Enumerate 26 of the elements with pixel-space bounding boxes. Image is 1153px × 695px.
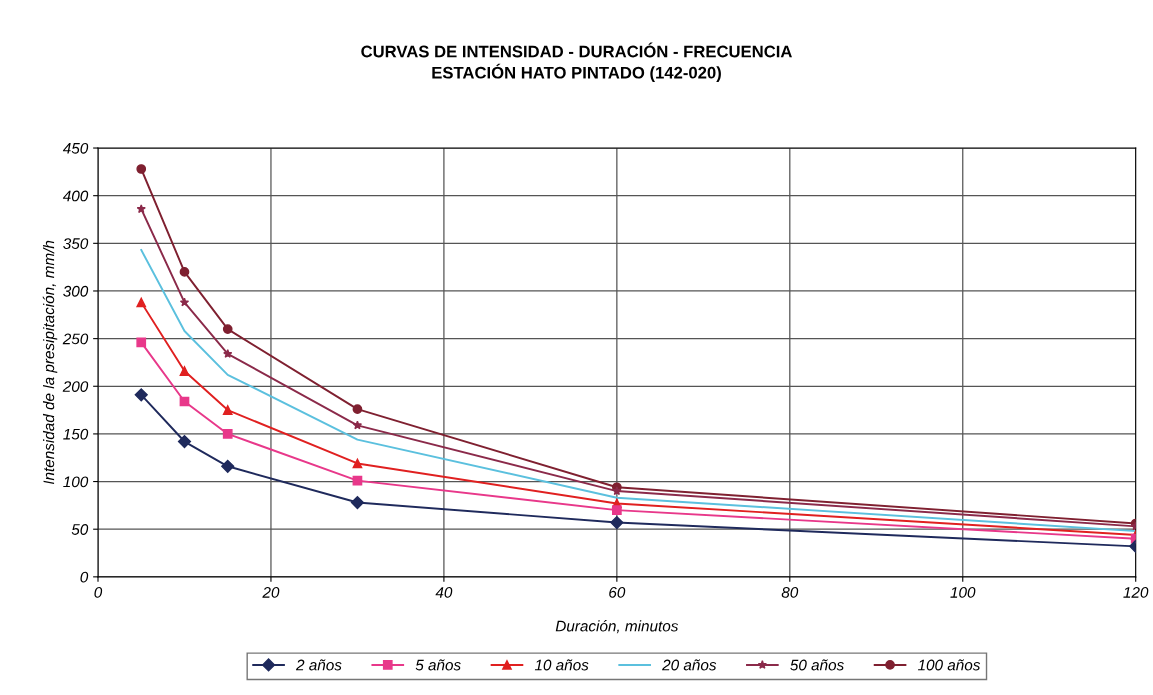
y-tick-label: 50 (71, 524, 89, 535)
x-tick-label: 0 (94, 586, 103, 598)
legend-label: 100 años (917, 659, 981, 671)
legend-label: 2 años (295, 659, 342, 671)
y-tick-label: 100 (63, 476, 89, 488)
legend-label: 5 años (415, 659, 461, 671)
y-tick-label: 150 (63, 428, 89, 440)
y-tick-label: 350 (63, 238, 89, 250)
y-tick-label: 200 (62, 381, 89, 392)
x-tick-label: 100 (950, 586, 976, 598)
y-tick-label: 300 (63, 285, 89, 297)
chart-title: CURVAS DE INTENSIDAD - DURACIÓN - FRECUENCIA ESTACIÓN HATO PINTADO (142-020) (361, 42, 792, 82)
y-tick-label: 0 (80, 571, 89, 583)
legend-label: 50 años (790, 659, 844, 671)
y-tick-label: 400 (62, 190, 89, 202)
x-tick-label: 80 (781, 586, 799, 598)
y-tick-label: 450 (62, 142, 89, 154)
legend-label: 10 años (534, 659, 589, 671)
y-tick-label: 250 (62, 333, 89, 345)
legend-label: 20 años (662, 659, 717, 671)
x-axis-title: Duración, minutos (555, 620, 679, 634)
x-tick-label: 40 (435, 586, 453, 598)
x-tick-label: 60 (609, 586, 626, 598)
x-tick-label: 120 (1123, 586, 1149, 598)
y-axis-title: Intensidad de la presipitación, mm/h (42, 240, 58, 485)
x-tick-label: 20 (262, 586, 280, 598)
